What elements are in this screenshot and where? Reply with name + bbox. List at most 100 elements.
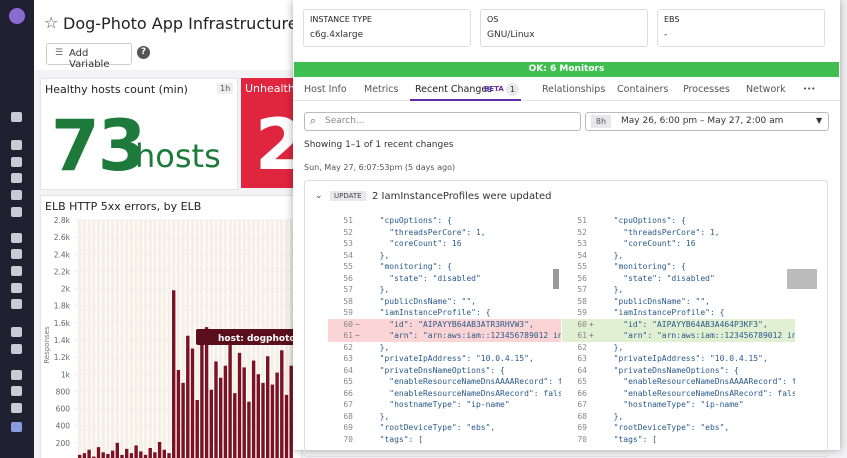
code-line: "arn": "arn:aws:iam::123456789012 inst bbox=[370, 331, 561, 340]
bar bbox=[162, 449, 166, 458]
change-card: ⌄ UPDATE 2 IamInstanceProfiles were update… bbox=[304, 180, 828, 457]
bar bbox=[186, 335, 190, 458]
more-tabs[interactable]: ••• bbox=[803, 85, 816, 93]
line-number: 51 bbox=[577, 216, 587, 225]
nav-icon[interactable] bbox=[11, 249, 22, 259]
y-tick-label: 1.6k bbox=[54, 319, 71, 328]
time-range[interactable]: 8h May 26, 6:00 pm – May 27, 2:00 am ▼ bbox=[585, 112, 829, 131]
bar bbox=[101, 452, 105, 458]
line-number: 67 bbox=[343, 400, 353, 409]
tab[interactable]: Containers bbox=[617, 84, 669, 95]
star-icon[interactable]: ☆ bbox=[44, 13, 59, 32]
bar bbox=[106, 454, 110, 458]
bar bbox=[120, 454, 124, 458]
tab[interactable]: Network bbox=[746, 84, 786, 95]
scrollbar bbox=[553, 269, 559, 289]
nav-icon[interactable] bbox=[11, 266, 22, 276]
nav-icon[interactable] bbox=[11, 403, 22, 413]
nav-icon[interactable] bbox=[11, 327, 22, 337]
chart-title: ELB HTTP 5xx errors, by ELB bbox=[45, 200, 202, 213]
nav-icon[interactable] bbox=[11, 299, 22, 309]
bar-background bbox=[162, 220, 166, 458]
nav-icon[interactable] bbox=[11, 233, 22, 243]
tab[interactable]: Relationships bbox=[542, 84, 606, 95]
code-line: "iamInstanceProfile": { bbox=[370, 308, 491, 317]
bar bbox=[87, 449, 91, 458]
bar bbox=[289, 365, 293, 458]
line-number: 52 bbox=[343, 227, 353, 237]
info-box: OS GNU/Linux bbox=[480, 9, 648, 47]
nav-icon[interactable] bbox=[11, 157, 22, 167]
diff-right: 51 "cpuOptions": {52 "threadsPerCore": 1… bbox=[562, 215, 795, 456]
code-line: "enableResourceNameDnsAAAARecord": fal bbox=[370, 377, 561, 386]
nav-icon[interactable] bbox=[11, 386, 22, 396]
tab[interactable]: Metrics bbox=[364, 84, 399, 95]
tab[interactable]: Host Info bbox=[304, 84, 347, 95]
bar-background bbox=[96, 220, 101, 458]
y-tick-label: 2.6k bbox=[54, 233, 71, 242]
code-line: "enableResourceNameDnsAAAARecord": fal bbox=[604, 377, 795, 386]
add-variable-button[interactable]: ☰ Add Variable bbox=[46, 43, 132, 70]
code-line: }, bbox=[370, 285, 390, 294]
bar bbox=[157, 442, 162, 458]
line-number: 58 bbox=[577, 296, 587, 306]
line-number: 58 bbox=[343, 296, 353, 306]
line-number: 51 bbox=[343, 216, 353, 225]
bar bbox=[270, 384, 275, 458]
y-tick-label: 400 bbox=[56, 422, 71, 431]
nav-icon[interactable] bbox=[11, 207, 22, 217]
line-number: 62 bbox=[577, 342, 587, 352]
line-number: 64 bbox=[577, 365, 587, 375]
code-line: }, bbox=[370, 342, 390, 352]
code-line: "rootDeviceType": "ebs", bbox=[604, 423, 730, 432]
collapse-chevron[interactable]: ⌄ bbox=[315, 191, 323, 201]
line-number: 66 bbox=[577, 388, 587, 398]
tab[interactable]: Recent Changes bbox=[415, 84, 493, 95]
nav-icon[interactable] bbox=[11, 370, 22, 380]
code-line: }, bbox=[604, 411, 624, 421]
line-number: 61 bbox=[343, 331, 353, 340]
bar-background bbox=[190, 220, 195, 458]
info-value: GNU/Linux bbox=[487, 30, 535, 40]
range-badge: 8h bbox=[591, 115, 611, 128]
nav-icon[interactable] bbox=[11, 190, 22, 200]
line-number: 69 bbox=[343, 423, 353, 432]
nav-icon[interactable] bbox=[11, 112, 22, 122]
bar-background bbox=[120, 220, 124, 458]
nav-icon[interactable] bbox=[11, 283, 22, 293]
nav-icon[interactable] bbox=[11, 173, 22, 183]
code-line: "privateIpAddress": "10.0.4.15", bbox=[370, 354, 534, 363]
line-number: 63 bbox=[343, 354, 353, 363]
bar bbox=[204, 327, 209, 458]
logo[interactable] bbox=[9, 8, 25, 24]
nav-icon[interactable] bbox=[11, 140, 22, 150]
nav-icon[interactable] bbox=[11, 422, 22, 432]
bar bbox=[261, 382, 265, 458]
bar-background bbox=[176, 220, 181, 458]
bar bbox=[256, 374, 260, 458]
search-box[interactable]: ⌕ Search... bbox=[304, 112, 581, 131]
code-line: "tags": [ bbox=[370, 434, 423, 444]
line-number: 68 bbox=[343, 411, 353, 421]
count-badge: 1 bbox=[506, 83, 519, 96]
bar bbox=[110, 450, 115, 458]
line-number: 60 bbox=[343, 319, 353, 329]
dropdown-caret: ▼ bbox=[816, 116, 823, 125]
code-line: "privateIpAddress": "10.0.4.15", bbox=[604, 354, 768, 363]
bar-background bbox=[157, 220, 162, 458]
y-tick-label: 2.4k bbox=[54, 250, 71, 259]
tab[interactable]: Processes bbox=[683, 84, 730, 95]
line-number: 54 bbox=[577, 250, 587, 260]
line-number: 57 bbox=[343, 285, 353, 294]
help-icon[interactable]: ? bbox=[137, 46, 150, 59]
code-line: "iamInstanceProfile": { bbox=[604, 308, 725, 317]
y-tick-label: 2k bbox=[61, 285, 71, 294]
code-line: "threadsPerCore": 1, bbox=[370, 227, 486, 237]
bar bbox=[92, 456, 96, 458]
nav-icon[interactable] bbox=[11, 344, 22, 354]
code-line: "id": "AIPAYYB64AB3A464P3KF3", bbox=[604, 319, 768, 329]
line-number: 55 bbox=[577, 262, 587, 271]
status-bar: OK: 6 Monitors bbox=[294, 62, 839, 77]
y-tick-label: 2.2k bbox=[54, 267, 71, 276]
bar-background bbox=[82, 220, 87, 458]
